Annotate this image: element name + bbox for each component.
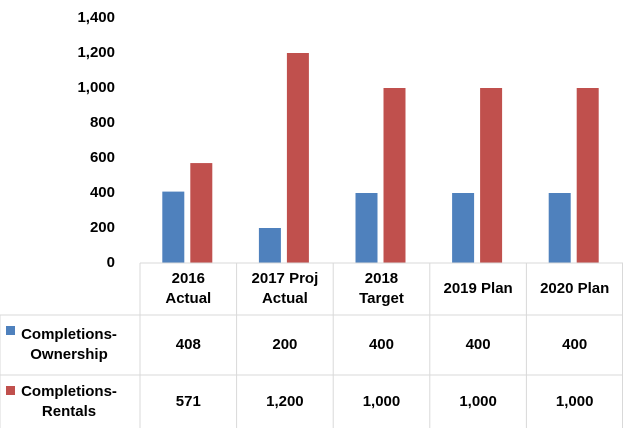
table-value: 200 xyxy=(272,336,298,353)
legend-entry: Completions-Ownership xyxy=(0,315,140,375)
y-tick-label: 1,400 xyxy=(77,9,115,26)
legend-key xyxy=(6,326,15,335)
table-value: 400 xyxy=(465,336,491,353)
table-value: 571 xyxy=(175,392,201,410)
y-tick-label: 800 xyxy=(90,114,115,131)
bar xyxy=(162,191,185,263)
table-value: 400 xyxy=(368,336,394,353)
legend-entry: Completions-Rentals xyxy=(0,375,140,428)
legend-label: Completions-Rentals xyxy=(21,382,117,420)
bar xyxy=(190,163,213,263)
category-label: 2020 Plan xyxy=(540,280,610,297)
category-label: 2017 Proj Actual xyxy=(251,270,319,307)
bar xyxy=(480,88,503,263)
category-label: 2016 Actual xyxy=(165,270,212,307)
bar xyxy=(286,53,309,263)
legend-label: Completions-Ownership xyxy=(21,326,117,363)
legend-key xyxy=(6,386,15,395)
y-tick-label: 600 xyxy=(90,149,115,166)
bar xyxy=(548,193,571,263)
bar xyxy=(452,193,475,263)
category-label: 2019 Plan xyxy=(443,280,513,297)
y-tick-label: 0 xyxy=(107,254,115,271)
y-tick-label: 1,000 xyxy=(77,79,115,96)
bar xyxy=(258,228,281,263)
y-tick-label: 400 xyxy=(90,184,115,201)
table-value: 400 xyxy=(562,336,588,353)
table-value: 1,000 xyxy=(459,392,497,410)
bar xyxy=(383,88,406,263)
table-value: 1,000 xyxy=(362,392,401,410)
y-tick-label: 200 xyxy=(90,219,115,236)
bar xyxy=(576,88,599,263)
y-tick-label: 1,200 xyxy=(77,44,115,61)
table-value: 1,000 xyxy=(555,392,594,410)
bar xyxy=(355,193,378,263)
table-value: 408 xyxy=(175,336,201,353)
category-label: 2018 Target xyxy=(359,270,404,307)
table-value: 1,200 xyxy=(266,392,304,410)
